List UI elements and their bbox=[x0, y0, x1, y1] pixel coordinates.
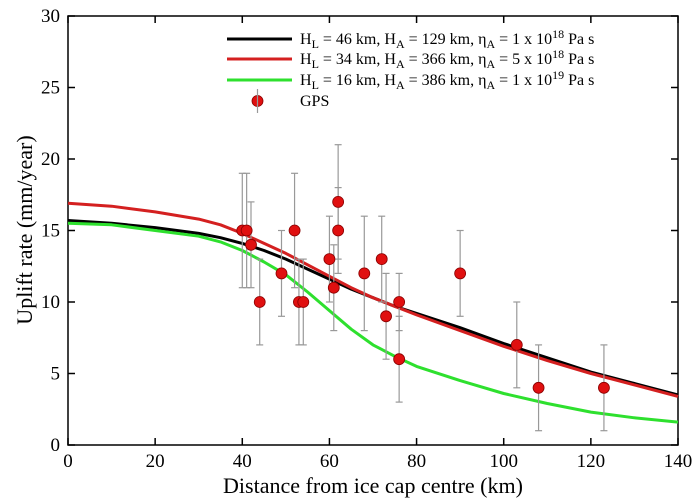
gps-points bbox=[236, 144, 610, 432]
x-tick-label: 140 bbox=[664, 451, 693, 472]
gps-point bbox=[454, 267, 467, 280]
gps-point bbox=[375, 253, 388, 266]
series-line-3 bbox=[67, 221, 679, 424]
gps-point bbox=[332, 195, 345, 208]
series-line-1 bbox=[67, 219, 679, 397]
gps-point bbox=[323, 253, 336, 266]
gps-point bbox=[240, 224, 253, 237]
y-tick-label: 10 bbox=[41, 292, 60, 313]
y-tick-label: 5 bbox=[51, 364, 61, 385]
gps-point bbox=[598, 381, 610, 394]
gps-point bbox=[327, 281, 340, 294]
gps-point bbox=[332, 224, 345, 237]
gps-point bbox=[358, 267, 371, 280]
gps-point bbox=[532, 381, 545, 394]
axis-ticks: 0 20 40 60 80 100 120 140 0 5 10 15 20 25 30 bbox=[41, 6, 692, 472]
gps-point bbox=[288, 224, 301, 237]
y-tick-label: 30 bbox=[41, 6, 60, 27]
gps-point bbox=[393, 353, 406, 366]
model-lines bbox=[67, 201, 679, 424]
legend: HL = 46 km, HA = 129 km, ηA = 1 x 1018 P… bbox=[227, 27, 594, 113]
y-tick-label: 15 bbox=[41, 221, 60, 242]
x-axis-label: Distance from ice cap centre (km) bbox=[223, 473, 523, 498]
x-tick-label: 80 bbox=[407, 451, 426, 472]
y-tick-label: 20 bbox=[41, 149, 60, 170]
legend-entry-gps: GPS bbox=[300, 93, 329, 110]
series-line-2 bbox=[67, 201, 679, 398]
y-axis-label: Uplift rate (mm/year) bbox=[12, 135, 37, 324]
x-tick-label: 60 bbox=[320, 451, 339, 472]
legend-entry-1: HL = 46 km, HA = 129 km, ηA = 1 x 1018 P… bbox=[300, 27, 594, 51]
y-tick-label: 0 bbox=[51, 435, 61, 456]
x-tick-label: 120 bbox=[577, 451, 606, 472]
gps-point bbox=[245, 238, 257, 251]
gps-point bbox=[275, 267, 288, 280]
gps-point bbox=[253, 296, 266, 308]
x-tick-label: 40 bbox=[233, 451, 252, 472]
x-tick-label: 100 bbox=[489, 451, 518, 472]
gps-point bbox=[380, 310, 392, 323]
gps-point bbox=[510, 338, 523, 351]
legend-entry-3: HL = 16 km, HA = 386 km, ηA = 1 x 1019 P… bbox=[300, 68, 594, 92]
x-tick-label: 20 bbox=[146, 451, 165, 472]
gps-point bbox=[297, 296, 310, 308]
x-tick-label: 0 bbox=[63, 451, 73, 472]
legend-entry-2: HL = 34 km, HA = 366 km, ηA = 5 x 1018 P… bbox=[300, 47, 594, 71]
y-tick-label: 25 bbox=[41, 78, 60, 99]
gps-point bbox=[393, 296, 406, 308]
